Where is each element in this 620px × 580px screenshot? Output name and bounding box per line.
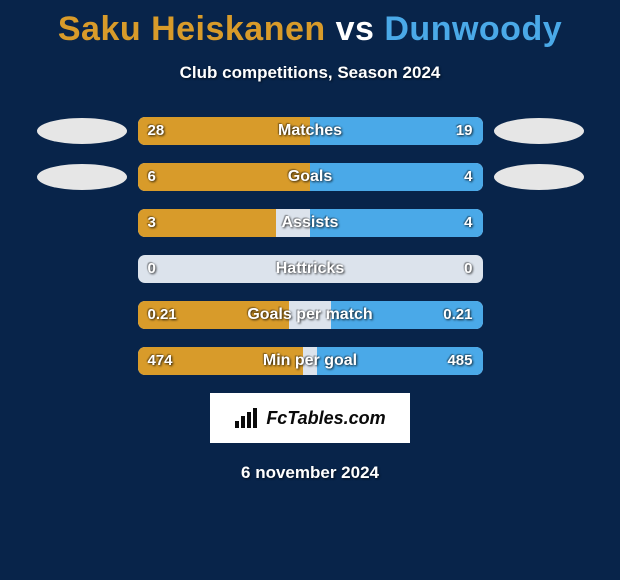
avatar-right-slot: [489, 255, 589, 283]
stats-container: 2819Matches 64Goals 34Assists 00Hattricks 0.…: [20, 117, 600, 375]
avatar-right-slot: [489, 301, 589, 329]
stat-bar: 34Assists: [138, 209, 483, 237]
avatar-left-slot: [32, 255, 132, 283]
page-title: Saku Heiskanen vs Dunwoody: [0, 0, 620, 49]
stat-row: 474485Min per goal: [20, 347, 600, 375]
title-vs: vs: [326, 10, 385, 48]
stat-row: 00Hattricks: [20, 255, 600, 283]
stat-bar: 2819Matches: [138, 117, 483, 145]
avatar-left-slot: [32, 209, 132, 237]
title-player1: Saku Heiskanen: [58, 10, 326, 48]
logo-box: FcTables.com: [210, 393, 410, 443]
avatar-left: [37, 164, 127, 190]
stat-label: Goals per match: [138, 301, 483, 329]
stat-label: Min per goal: [138, 347, 483, 375]
avatar-right-slot: [489, 117, 589, 145]
date-text: 6 november 2024: [0, 463, 620, 483]
avatar-right-slot: [489, 163, 589, 191]
stat-bar: 0.210.21Goals per match: [138, 301, 483, 329]
stat-bar: 00Hattricks: [138, 255, 483, 283]
stat-bar: 64Goals: [138, 163, 483, 191]
avatar-left-slot: [32, 301, 132, 329]
stat-row: 64Goals: [20, 163, 600, 191]
stat-label: Hattricks: [138, 255, 483, 283]
avatar-left: [37, 118, 127, 144]
avatar-left-slot: [32, 117, 132, 145]
stat-label: Matches: [138, 117, 483, 145]
stat-bar: 474485Min per goal: [138, 347, 483, 375]
stat-label: Goals: [138, 163, 483, 191]
logo-icon: [234, 407, 260, 429]
avatar-right: [494, 164, 584, 190]
avatar-left-slot: [32, 163, 132, 191]
avatar-left-slot: [32, 347, 132, 375]
title-player2: Dunwoody: [384, 10, 562, 48]
subtitle: Club competitions, Season 2024: [0, 63, 620, 83]
logo-text: FcTables.com: [266, 408, 385, 429]
avatar-right-slot: [489, 209, 589, 237]
avatar-right: [494, 118, 584, 144]
stat-row: 34Assists: [20, 209, 600, 237]
stat-label: Assists: [138, 209, 483, 237]
stat-row: 2819Matches: [20, 117, 600, 145]
stat-row: 0.210.21Goals per match: [20, 301, 600, 329]
avatar-right-slot: [489, 347, 589, 375]
